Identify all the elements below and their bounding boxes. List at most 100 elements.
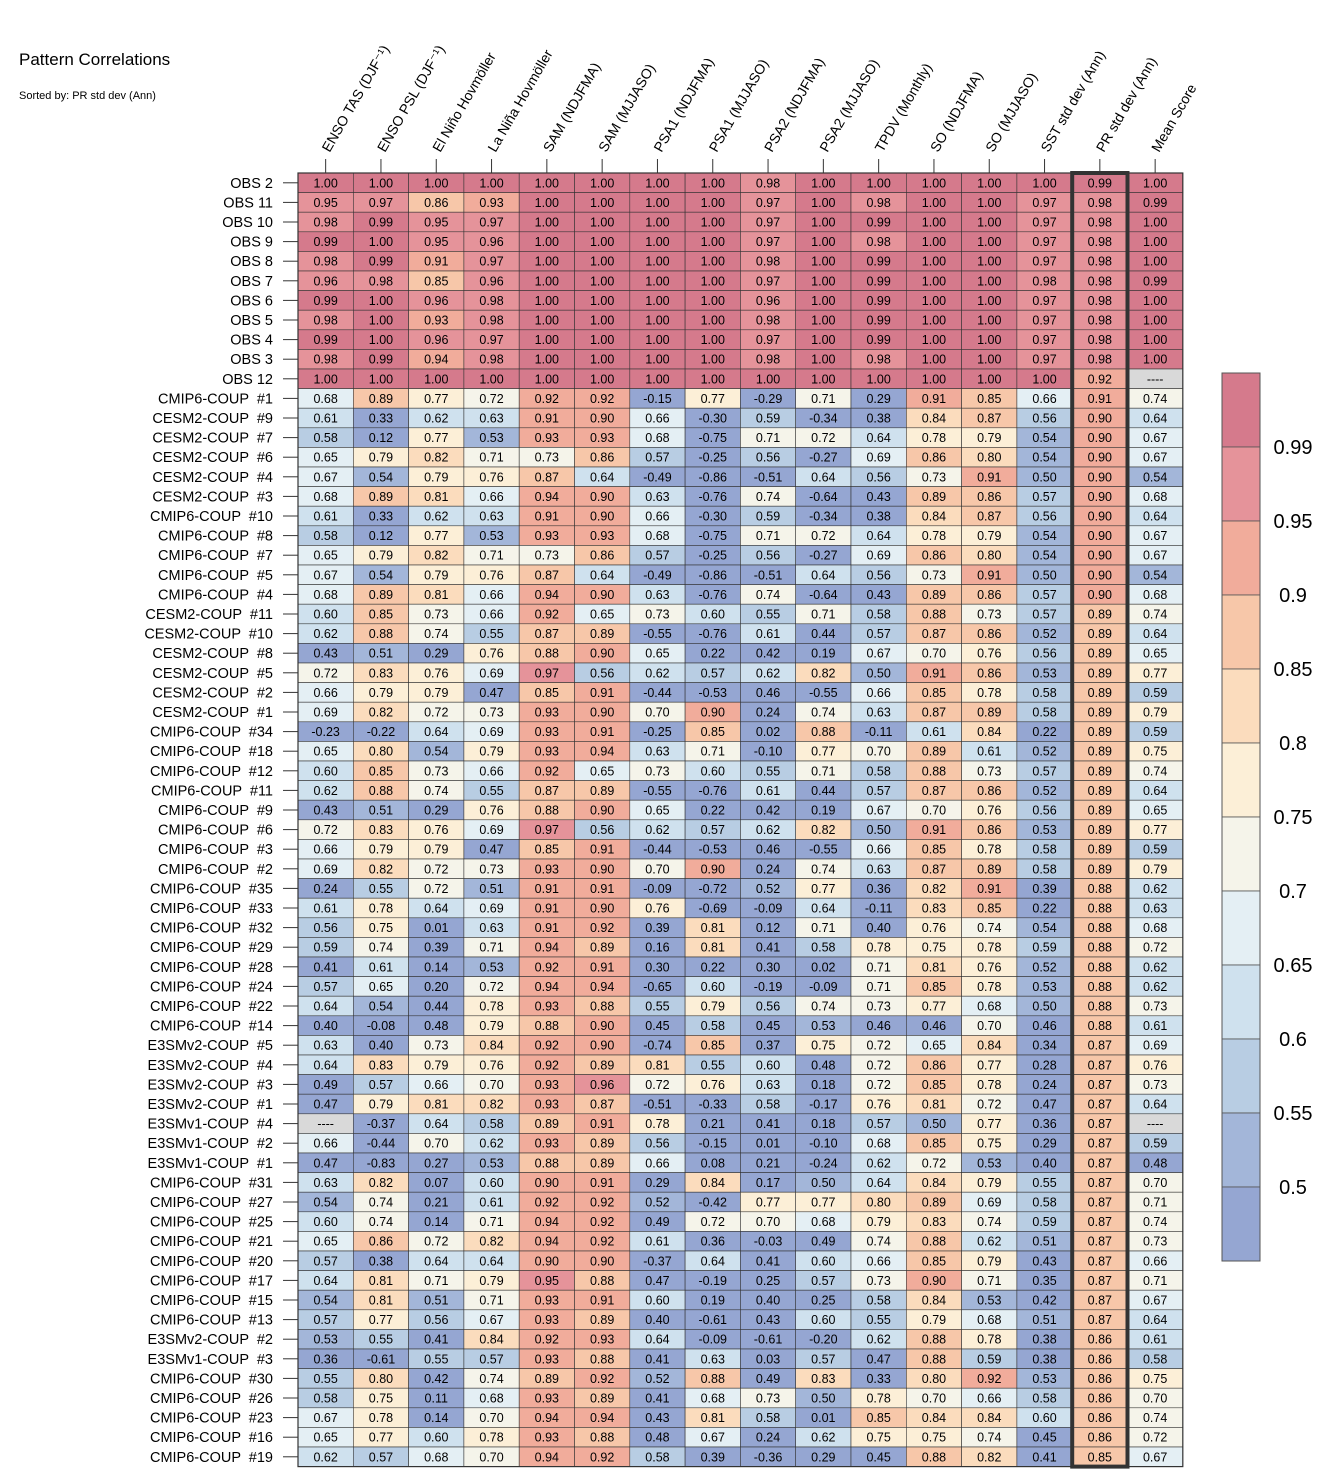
cell-value-label: -0.30 xyxy=(699,510,728,524)
row-label: E3SMv2-COUP #3 xyxy=(148,1077,273,1093)
cell-value-label: 0.53 xyxy=(977,1294,1001,1308)
cell-value-label: 0.22 xyxy=(1032,725,1056,739)
cell-value-label: 0.63 xyxy=(866,862,890,876)
row-label: CESM2-COUP #9 xyxy=(152,411,273,427)
cell-value-label: 0.86 xyxy=(922,451,946,465)
row-label: E3SMv2-COUP #1 xyxy=(148,1097,273,1113)
cell-value-label: 0.93 xyxy=(535,1313,559,1327)
cell-value-label: 0.87 xyxy=(922,706,946,720)
cell-value-label: 0.87 xyxy=(1088,1313,1112,1327)
cell-value-label: 1.00 xyxy=(866,372,890,386)
cell-value-label: 0.38 xyxy=(369,1254,393,1268)
cell-value-label: 0.88 xyxy=(1088,902,1112,916)
cell-value-label: 0.79 xyxy=(479,745,503,759)
cell-value-label: 0.88 xyxy=(811,725,835,739)
cell-value-label: 0.45 xyxy=(645,1019,669,1033)
cell-value-label: 1.00 xyxy=(590,196,614,210)
cell-value-label: 0.92 xyxy=(535,1196,559,1210)
cell-value-label: 0.72 xyxy=(977,1098,1001,1112)
cell-value-label: 0.93 xyxy=(535,1078,559,1092)
cell-value-label: 0.14 xyxy=(424,1215,448,1229)
cell-value-label: 0.89 xyxy=(1088,647,1112,661)
cell-value-label: 0.55 xyxy=(369,1333,393,1347)
cell-value-label: 0.82 xyxy=(922,882,946,896)
cell-value-label: 0.66 xyxy=(479,588,503,602)
cell-value-label: -0.15 xyxy=(699,1137,728,1151)
cell-value-label: 0.99 xyxy=(313,333,337,347)
cell-value-label: 0.74 xyxy=(811,706,835,720)
cell-value-label: 0.86 xyxy=(590,451,614,465)
cell-value-label: 1.00 xyxy=(701,353,725,367)
cell-value-label: 0.64 xyxy=(866,529,890,543)
cell-value-label: 0.76 xyxy=(701,1078,725,1092)
row-label: E3SMv1-COUP #1 xyxy=(148,1156,273,1172)
cell-value-label: 0.55 xyxy=(756,608,780,622)
cell-value-label: 0.21 xyxy=(756,1156,780,1170)
cell-value-label: 0.93 xyxy=(535,1392,559,1406)
row-label: CMIP6-COUP #1 xyxy=(158,391,273,407)
cell-value-label: 0.97 xyxy=(1032,294,1056,308)
cell-value-label: 0.03 xyxy=(756,1352,780,1366)
row-label: CMIP6-COUP #13 xyxy=(150,1313,273,1329)
cell-value-label: 0.79 xyxy=(369,549,393,563)
cell-value-label: 0.81 xyxy=(701,921,725,935)
cell-value-label: -0.36 xyxy=(754,1450,783,1464)
cell-value-label: 0.68 xyxy=(1143,490,1167,504)
cell-value-label: 0.83 xyxy=(922,902,946,916)
cell-value-label: 0.53 xyxy=(1032,666,1056,680)
cell-value-label: 0.58 xyxy=(1032,706,1056,720)
cell-value-label: 0.74 xyxy=(424,627,448,641)
cell-value-label: 0.56 xyxy=(866,568,890,582)
cell-value-label: 0.90 xyxy=(590,412,614,426)
cell-value-label: 0.29 xyxy=(645,1176,669,1190)
cell-value-label: 0.79 xyxy=(369,1098,393,1112)
cell-value-label: 0.60 xyxy=(313,764,337,778)
cell-value-label: 0.83 xyxy=(369,1058,393,1072)
cell-value-label: -0.55 xyxy=(809,686,838,700)
cell-value-label: 0.72 xyxy=(866,1058,890,1072)
cell-value-label: 1.00 xyxy=(1143,333,1167,347)
cell-value-label: 0.79 xyxy=(977,1254,1001,1268)
cell-value-label: 0.80 xyxy=(977,451,1001,465)
row-label: OBS 4 xyxy=(230,333,273,349)
cell-value-label: 0.58 xyxy=(866,1294,890,1308)
cell-value-label: 0.88 xyxy=(590,1274,614,1288)
cell-value-label: 0.97 xyxy=(1032,216,1056,230)
cell-value-label: 0.43 xyxy=(1032,1254,1056,1268)
cell-value-label: 0.41 xyxy=(756,1254,780,1268)
heatmap-border xyxy=(297,172,1184,1468)
cell-value-label: 0.42 xyxy=(1032,1294,1056,1308)
cell-value-label: 1.00 xyxy=(535,372,559,386)
cell-value-label: 0.62 xyxy=(756,823,780,837)
colorbar-tick-label: 0.6 xyxy=(1279,1029,1307,1051)
cell-value-label: 1.00 xyxy=(701,294,725,308)
cell-value-label: 0.54 xyxy=(1143,568,1167,582)
cell-value-label: 0.67 xyxy=(701,1431,725,1445)
column-label: PSA2 (MJJASO) xyxy=(816,56,882,154)
cell-value-label: 0.56 xyxy=(1032,412,1056,426)
cell-value-label: 0.89 xyxy=(1088,686,1112,700)
cell-value-label: 0.65 xyxy=(590,764,614,778)
cell-value-label: 0.57 xyxy=(701,666,725,680)
cell-value-label: 0.82 xyxy=(369,862,393,876)
cell-value-label: 0.70 xyxy=(645,862,669,876)
cell-value-label: 0.79 xyxy=(479,1274,503,1288)
row-label: CESM2-COUP #5 xyxy=(152,666,273,682)
cell-value-label: 0.86 xyxy=(977,490,1001,504)
row-label: CMIP6-COUP #14 xyxy=(150,1019,273,1035)
cell-value-label: 0.87 xyxy=(1088,1235,1112,1249)
row-label: E3SMv2-COUP #4 xyxy=(148,1058,273,1074)
cell-value-label: 1.00 xyxy=(369,176,393,190)
cell-value-label: 0.79 xyxy=(977,431,1001,445)
cell-value-label: 0.89 xyxy=(535,1117,559,1131)
cell-value-label: 0.54 xyxy=(1032,529,1056,543)
cell-value-label: 1.00 xyxy=(645,314,669,328)
cell-value-label: 1.00 xyxy=(701,333,725,347)
cell-value-label: 0.85 xyxy=(369,608,393,622)
cell-value-label: 0.77 xyxy=(922,1000,946,1014)
cell-value-label: 0.68 xyxy=(424,1450,448,1464)
cell-value-label: 0.73 xyxy=(424,1039,448,1053)
row-label: CMIP6-COUP #25 xyxy=(150,1215,273,1231)
cell-value-label: 0.61 xyxy=(313,510,337,524)
cell-value-label: 0.89 xyxy=(590,1058,614,1072)
